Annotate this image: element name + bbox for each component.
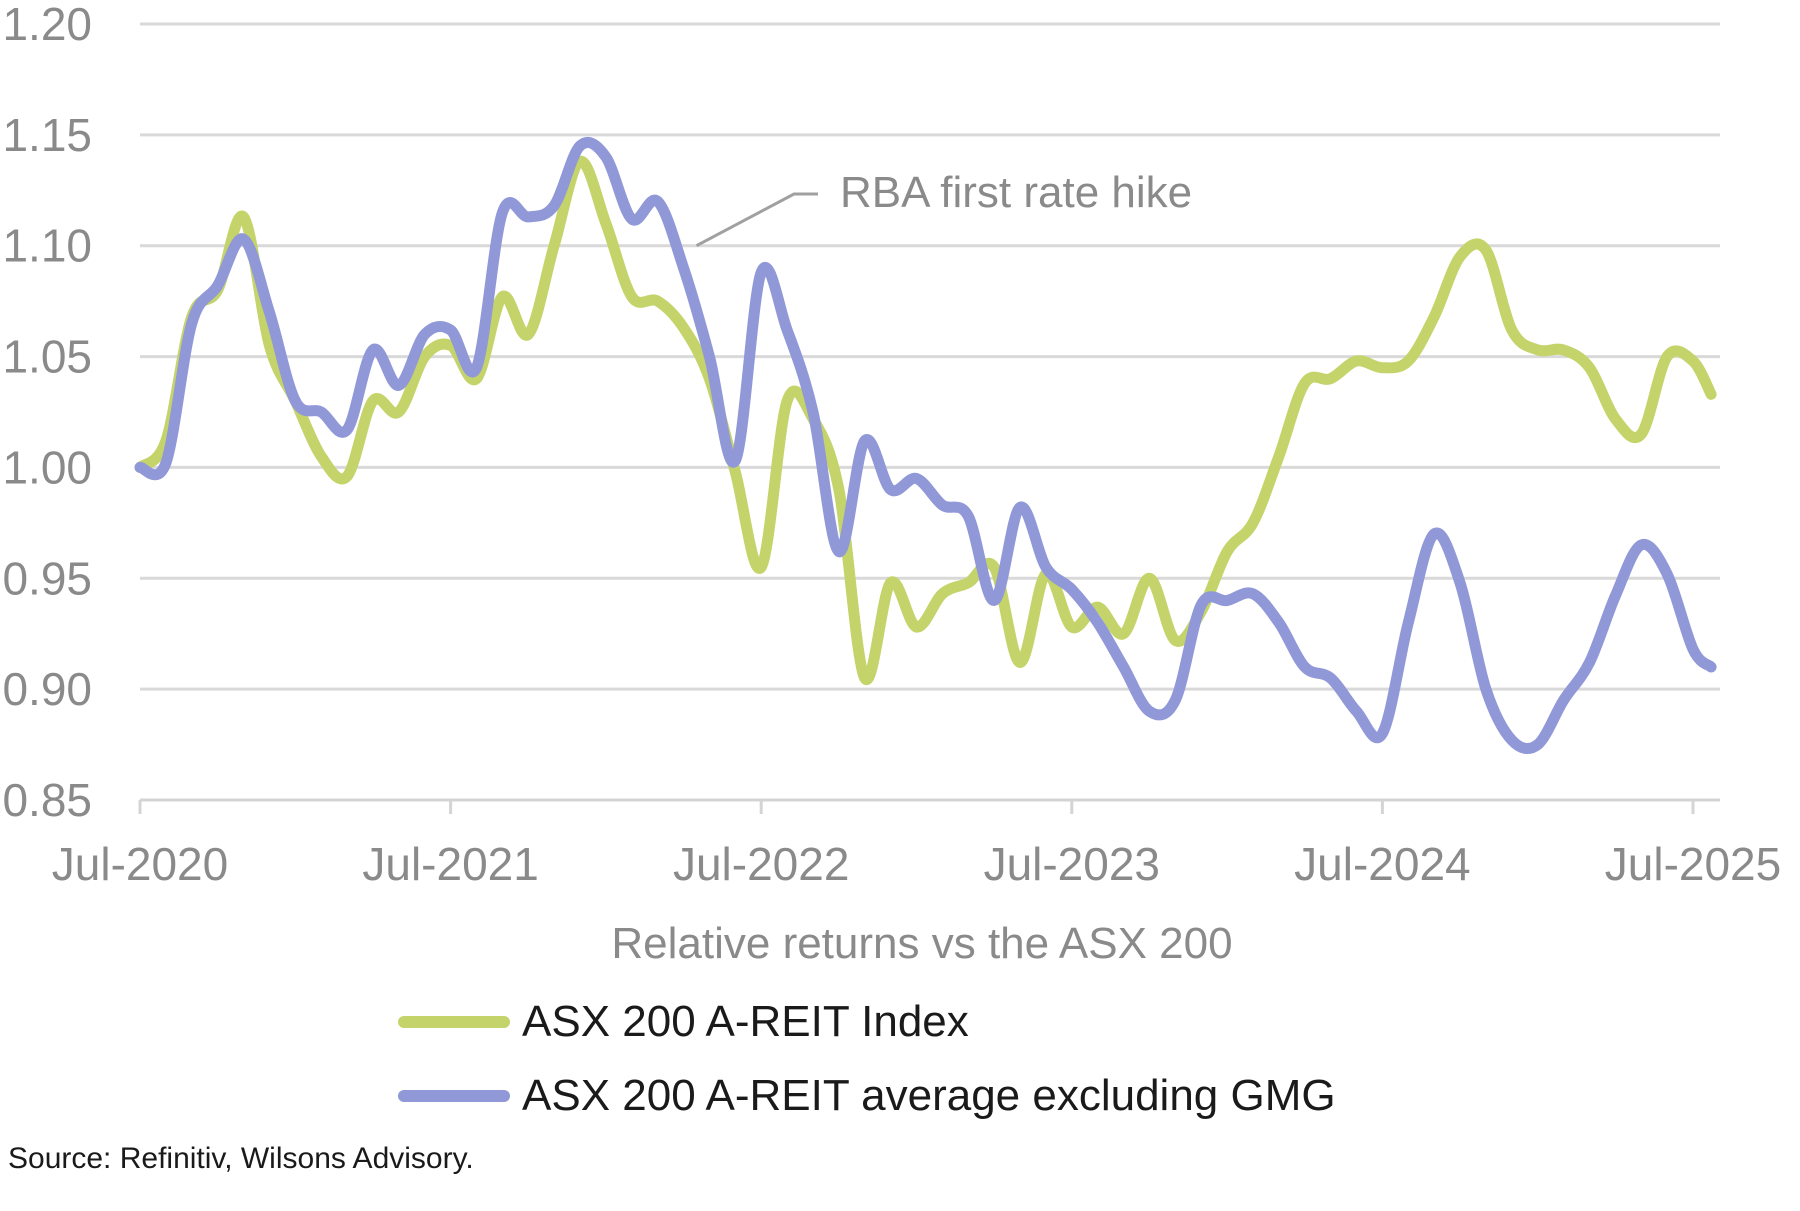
y-axis-tick-labels: 1.20 1.15 1.10 1.05 1.00 0.95 0.90 0.85 [2, 0, 92, 826]
y-tick-label: 1.05 [2, 331, 92, 383]
annotation-text: RBA first rate hike [840, 168, 1192, 217]
y-tick-label: 0.90 [2, 663, 92, 715]
legend-label-areit-index: ASX 200 A-REIT Index [522, 997, 969, 1046]
x-tick-label: Jul-2021 [362, 838, 538, 890]
x-tick-label: Jul-2025 [1605, 838, 1781, 890]
annotation-leader-line [695, 192, 818, 248]
gridlines [140, 22, 1720, 691]
data-series [134, 137, 1717, 755]
y-tick-label: 0.85 [2, 774, 92, 826]
y-tick-label: 1.20 [2, 0, 92, 50]
x-axis-title: Relative returns vs the ASX 200 [611, 919, 1232, 968]
legend-item-areit-ex-gmg: ASX 200 A-REIT average excluding GMG [398, 1059, 1336, 1133]
legend-swatch-areit-ex-gmg [398, 1090, 510, 1102]
legend: ASX 200 A-REIT Index ASX 200 A-REIT aver… [398, 985, 1336, 1133]
y-tick-label: 1.15 [2, 109, 92, 161]
series-line-areit-index [134, 156, 1717, 686]
x-tick-label: Jul-2023 [984, 838, 1160, 890]
legend-label-areit-ex-gmg: ASX 200 A-REIT average excluding GMG [522, 1071, 1336, 1120]
x-tick-label: Jul-2024 [1294, 838, 1470, 890]
annotation: RBA first rate hike [695, 168, 1192, 248]
legend-item-areit-index: ASX 200 A-REIT Index [398, 985, 1336, 1059]
y-tick-label: 1.00 [2, 441, 92, 493]
legend-swatch-areit-index [398, 1016, 510, 1028]
y-tick-label: 0.95 [2, 552, 92, 604]
y-tick-label: 1.10 [2, 220, 92, 272]
x-tick-label: Jul-2022 [673, 838, 849, 890]
series-line-areit-ex-gmg [134, 137, 1717, 755]
x-tick-label: Jul-2020 [52, 838, 228, 890]
source-note: Source: Refinitiv, Wilsons Advisory. [8, 1142, 474, 1175]
x-axis-ticks: Jul-2020 Jul-2021 Jul-2022 Jul-2023 Jul-2024… [52, 800, 1781, 890]
